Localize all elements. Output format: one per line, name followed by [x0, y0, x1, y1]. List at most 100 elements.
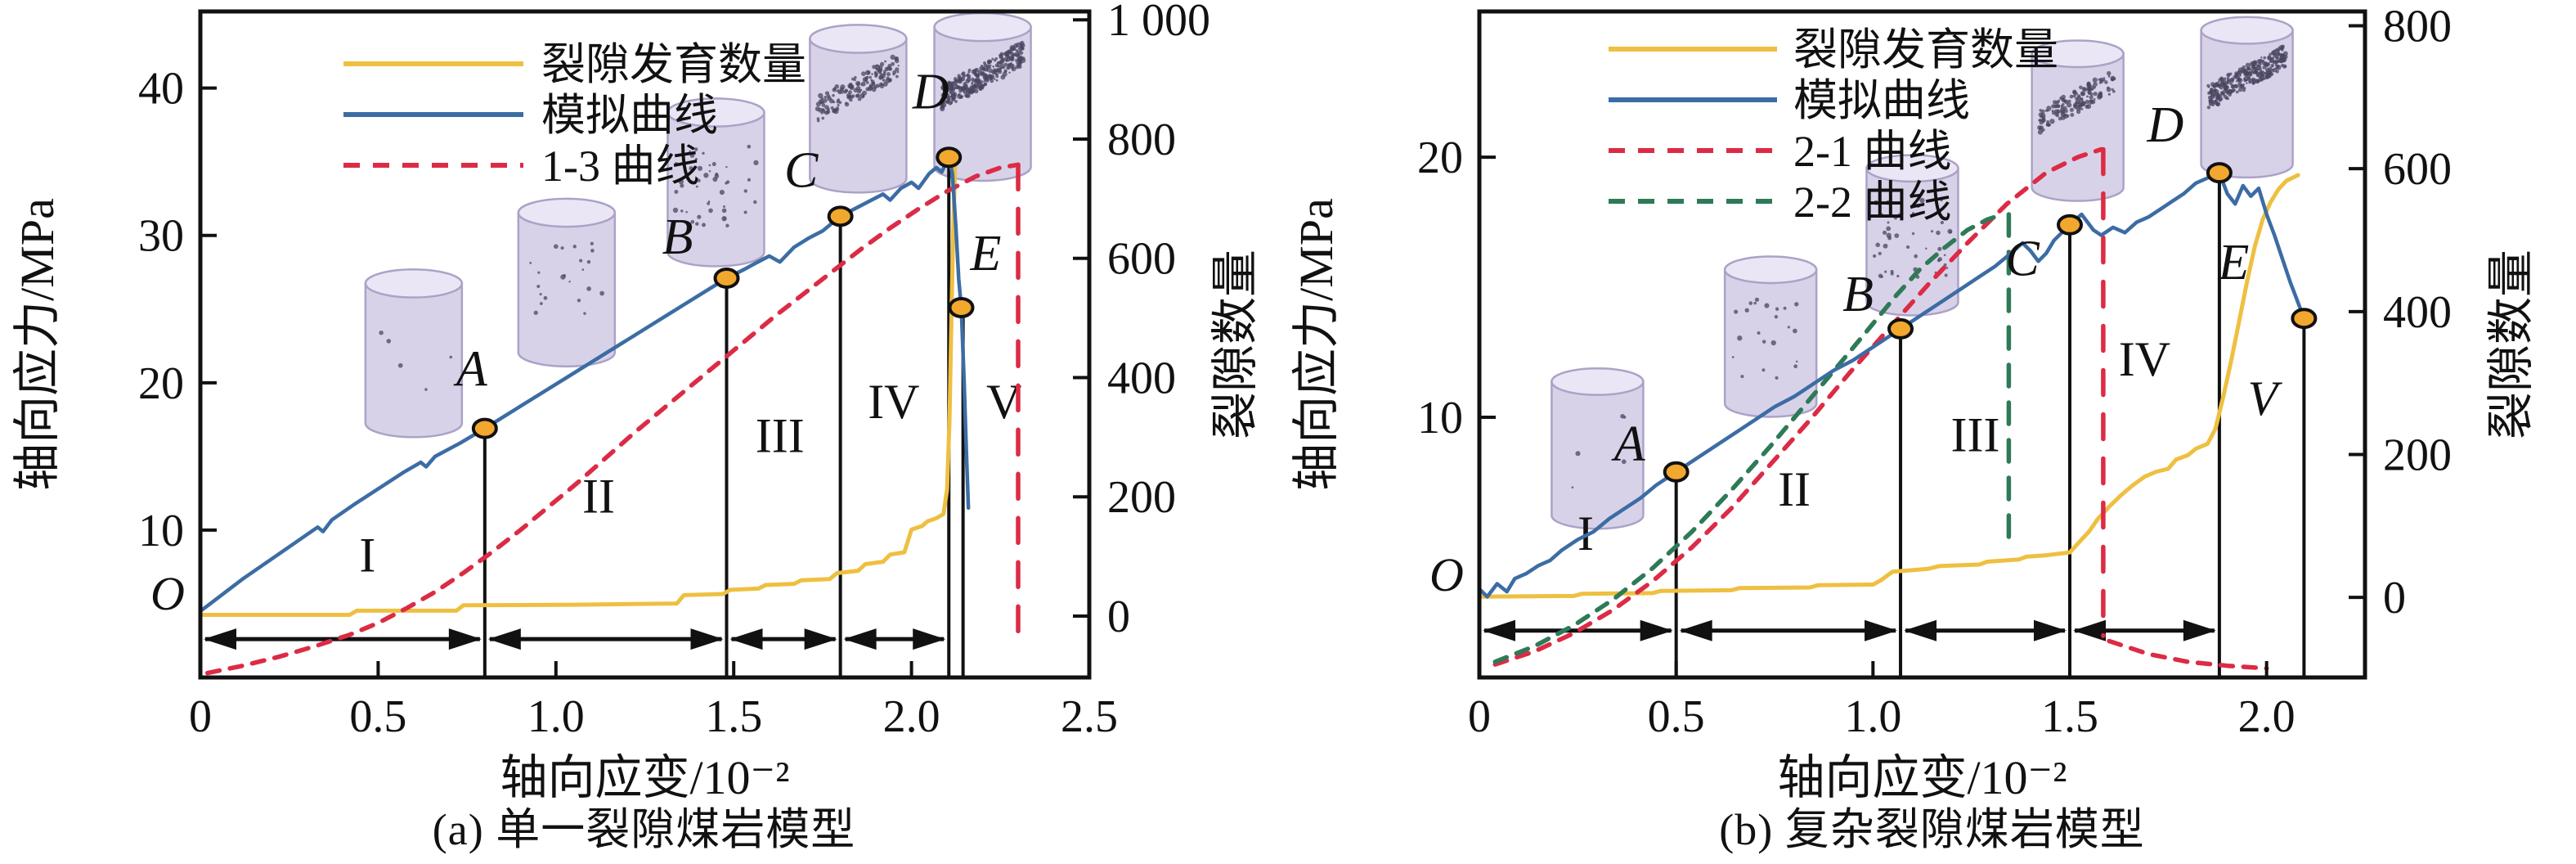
- crack-speck: [599, 290, 605, 296]
- crack-speck: [854, 75, 857, 79]
- crack-speck: [1937, 246, 1942, 251]
- crack-speck: [974, 79, 978, 83]
- crack-speck: [743, 210, 747, 214]
- crack-speck: [2230, 84, 2235, 89]
- x-tick-label: 1.0: [527, 691, 585, 742]
- crack-speck: [880, 83, 884, 87]
- crack-speck: [942, 92, 947, 97]
- crack-speck: [1775, 376, 1779, 380]
- crack-speck: [992, 68, 997, 72]
- crack-speck: [820, 97, 824, 101]
- crack-speck: [2060, 115, 2066, 120]
- crack-speck: [958, 93, 961, 97]
- crack-speck: [708, 208, 713, 214]
- stress-tick-label: 20: [138, 358, 184, 409]
- crack-speck: [1764, 303, 1770, 308]
- crack-speck: [1021, 43, 1024, 47]
- crack-speck: [940, 85, 945, 90]
- crack-speck: [1905, 245, 1910, 250]
- crack-speck: [1919, 197, 1925, 204]
- cylinder-top: [1551, 367, 1645, 396]
- crack-speck: [672, 207, 679, 214]
- crack-speck: [2085, 104, 2089, 109]
- count-tick-label: 0: [1107, 592, 1130, 642]
- crack-speck: [2258, 67, 2263, 71]
- crack-speck: [2085, 99, 2089, 105]
- crack-speck: [708, 170, 711, 173]
- point-label-D: D: [2147, 97, 2184, 153]
- crack-speck: [2076, 105, 2081, 109]
- crack-speck: [2237, 88, 2242, 92]
- crack-speck: [2069, 107, 2074, 112]
- panel-a: I II III IV V A B C D E O 0 0.5 1.0 1.5 2.0 2.5 10 20 30 40 0…: [11, 0, 1262, 854]
- crack-speck: [964, 92, 970, 98]
- crack-speck: [2217, 80, 2220, 83]
- point-marker-C: [2057, 214, 2083, 236]
- crack-speck: [1737, 335, 1743, 341]
- crack-speck: [829, 98, 834, 104]
- crack-speck: [2049, 119, 2055, 124]
- crack-speck: [886, 72, 891, 77]
- crack-speck: [967, 68, 972, 72]
- cylinder-top: [364, 268, 464, 299]
- x-tick-label: 2.5: [1061, 691, 1118, 742]
- count-tick-label: 200: [2383, 430, 2452, 481]
- crack-speck: [894, 56, 900, 61]
- count-tick-label: 600: [2383, 144, 2452, 195]
- crack-speck: [1914, 254, 1919, 259]
- crack-speck: [2106, 87, 2112, 92]
- crack-speck: [1770, 340, 1776, 346]
- crack-speck: [539, 292, 542, 296]
- crack-speck: [2243, 78, 2246, 81]
- crack-speck: [1940, 199, 1943, 202]
- crack-speck: [875, 68, 878, 70]
- crack-speck: [2060, 109, 2066, 115]
- crack-speck: [2086, 95, 2089, 98]
- crack-speck: [867, 70, 871, 74]
- point-marker-A: [1663, 461, 1690, 483]
- point-label-A: A: [453, 342, 488, 398]
- count-tick-label: 200: [1107, 472, 1176, 523]
- stage-span-arrow: [487, 628, 724, 650]
- y-axis-title-left: 轴向应力/MPa: [1290, 198, 1343, 491]
- crack-speck: [2275, 56, 2279, 60]
- crack-speck: [2279, 56, 2284, 61]
- crack-speck: [954, 83, 958, 87]
- cylinder-body: [364, 282, 464, 439]
- crack-speck: [2240, 70, 2245, 74]
- crack-speck: [832, 93, 835, 97]
- crack-speck: [2099, 91, 2103, 94]
- crack-speck: [1748, 301, 1753, 305]
- crack-speck: [703, 173, 709, 178]
- legend-label: 模拟曲线: [1793, 76, 1970, 125]
- crack-speck: [2240, 83, 2243, 87]
- crack-speck: [2081, 103, 2085, 107]
- crack-speck: [989, 70, 992, 74]
- crack-speck: [2229, 82, 2233, 86]
- crack-speck: [2275, 60, 2279, 64]
- crack-speck: [879, 72, 882, 75]
- crack-speck: [1886, 200, 1891, 205]
- cylinder-body: [2031, 52, 2125, 202]
- crack-speck: [1761, 368, 1766, 372]
- crack-speck: [2038, 112, 2044, 118]
- crack-speck: [693, 147, 698, 151]
- crack-speck: [2267, 55, 2271, 60]
- crack-speck: [896, 70, 900, 74]
- crack-speck: [864, 78, 868, 82]
- crack-speck: [2233, 75, 2237, 79]
- crack-speck: [850, 94, 855, 98]
- crack-speck: [2254, 66, 2257, 70]
- crack-speck: [855, 93, 859, 98]
- crack-speck: [1013, 43, 1019, 48]
- crack-speck: [1754, 297, 1760, 302]
- crack-speck: [962, 74, 966, 79]
- caption-a: (a) 单一裂隙煤岩模型: [432, 805, 856, 854]
- crack-speck: [946, 99, 950, 103]
- crack-speck: [993, 78, 996, 80]
- crack-speck: [719, 189, 725, 196]
- crack-speck: [2245, 62, 2251, 69]
- count-tick-label: 800: [1107, 115, 1176, 165]
- crack-speck: [2284, 65, 2287, 68]
- crack-speck: [1734, 309, 1739, 314]
